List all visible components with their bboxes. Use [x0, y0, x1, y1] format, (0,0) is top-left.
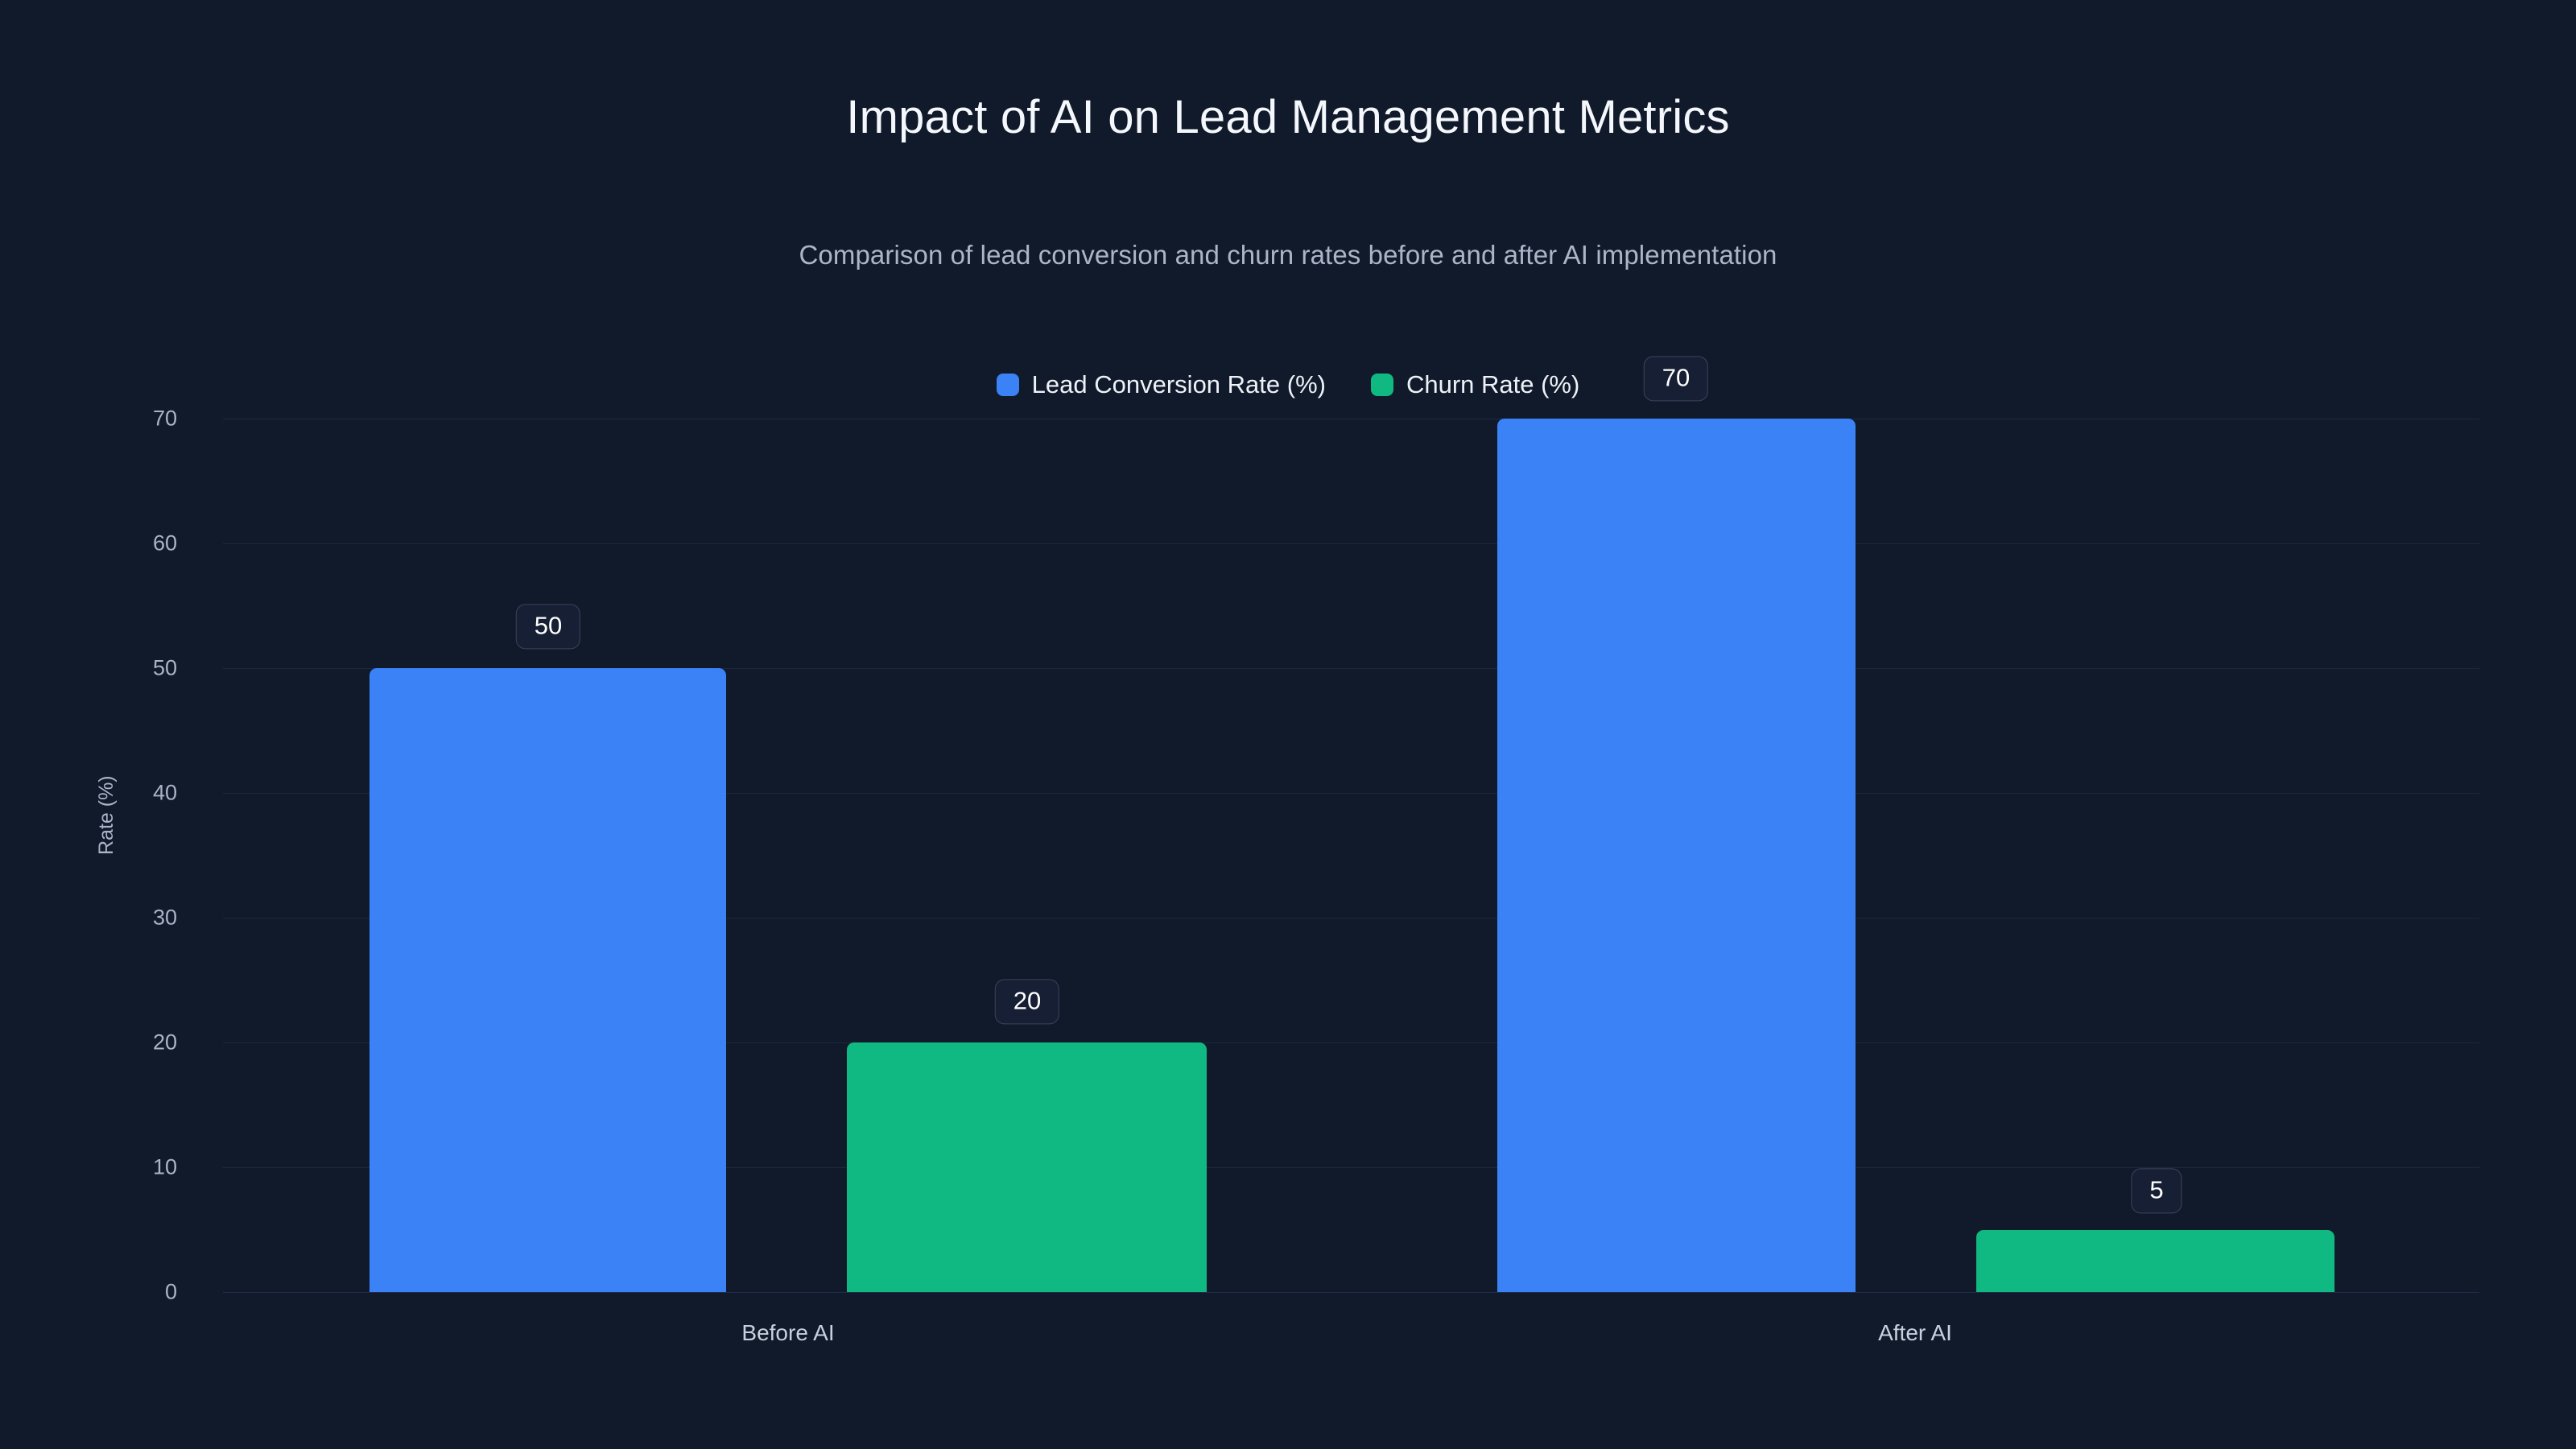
legend-label-churn-rate: Churn Rate (%)	[1406, 370, 1580, 398]
gridline-20	[223, 1042, 2479, 1043]
data-label-after-ai-lead-conversion-rate: 70	[1643, 356, 1709, 401]
gridline-0-baseline	[223, 1292, 2479, 1293]
legend-item-lead-conversion-rate[interactable]: Lead Conversion Rate (%)	[996, 370, 1326, 399]
y-tick-70: 70	[152, 406, 177, 431]
bar-before-ai-lead-conversion-rate[interactable]	[369, 668, 726, 1292]
bar-after-ai-churn-rate[interactable]	[1976, 1230, 2334, 1292]
x-axis-label-after-ai: After AI	[1878, 1320, 1952, 1345]
y-tick-50: 50	[152, 655, 177, 680]
legend-item-churn-rate[interactable]: Churn Rate (%)	[1370, 370, 1580, 399]
bar-before-ai-churn-rate[interactable]	[847, 1042, 1207, 1292]
chart-legend: Lead Conversion Rate (%) Churn Rate (%)	[0, 370, 2576, 399]
y-tick-60: 60	[152, 530, 177, 555]
data-label-before-ai-churn-rate: 20	[994, 979, 1060, 1024]
chart-subtitle: Comparison of lead conversion and churn …	[799, 240, 1777, 270]
y-axis-title: Rate (%)	[95, 775, 118, 855]
y-tick-20: 20	[152, 1030, 177, 1055]
gridline-10	[223, 1167, 2479, 1168]
legend-swatch-icon-churn-rate	[1370, 374, 1393, 396]
y-tick-10: 10	[152, 1154, 177, 1179]
x-axis-label-before-ai: Before AI	[741, 1320, 835, 1345]
legend-label-lead-conversion-rate: Lead Conversion Rate (%)	[1031, 370, 1326, 398]
chart-title: Impact of AI on Lead Management Metrics	[846, 91, 1730, 143]
y-axis-tick-labels: 70 60 50 40 30 20 10 0	[0, 407, 201, 1304]
y-tick-40: 40	[152, 780, 177, 805]
y-tick-0: 0	[164, 1279, 177, 1304]
data-label-after-ai-churn-rate: 5	[2131, 1168, 2182, 1213]
gridline-30	[223, 918, 2479, 919]
legend-swatch-icon-lead-conversion-rate	[996, 374, 1019, 396]
plot-area: 50 20 70 5	[223, 356, 2479, 1293]
bar-after-ai-lead-conversion-rate[interactable]	[1497, 419, 1856, 1292]
gridline-40	[223, 793, 2479, 794]
gridline-50	[223, 668, 2479, 669]
data-label-before-ai-lead-conversion-rate: 50	[515, 604, 581, 649]
gridline-60	[223, 543, 2479, 544]
x-axis-category-labels: Before AI After AI	[223, 1320, 2479, 1360]
y-tick-30: 30	[152, 905, 177, 930]
